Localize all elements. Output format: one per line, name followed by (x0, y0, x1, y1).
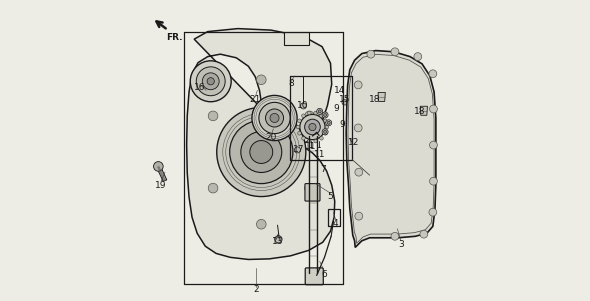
Circle shape (325, 125, 329, 129)
Circle shape (391, 48, 399, 56)
Circle shape (326, 120, 332, 126)
Circle shape (323, 130, 327, 133)
Text: 21: 21 (250, 95, 261, 104)
Circle shape (307, 111, 311, 115)
Circle shape (301, 114, 305, 117)
Circle shape (391, 232, 399, 240)
Circle shape (257, 219, 266, 229)
Circle shape (342, 100, 348, 105)
Circle shape (430, 177, 437, 185)
Circle shape (207, 78, 214, 85)
Text: 19: 19 (155, 181, 167, 190)
Text: 8: 8 (289, 79, 294, 88)
Circle shape (322, 112, 328, 118)
Text: 11: 11 (314, 150, 326, 159)
Polygon shape (156, 166, 167, 182)
Text: 3: 3 (398, 240, 404, 249)
Text: 15: 15 (339, 95, 350, 104)
Circle shape (367, 50, 375, 58)
Polygon shape (186, 29, 335, 259)
Circle shape (259, 102, 290, 134)
Circle shape (252, 95, 297, 141)
Circle shape (317, 108, 323, 114)
Circle shape (414, 53, 422, 61)
FancyBboxPatch shape (305, 184, 320, 201)
Text: 4: 4 (333, 219, 339, 228)
Text: 5: 5 (327, 192, 333, 201)
Text: 18: 18 (414, 107, 425, 116)
Circle shape (430, 105, 437, 113)
Circle shape (275, 236, 282, 243)
Polygon shape (378, 92, 385, 101)
Circle shape (355, 168, 363, 176)
Circle shape (208, 183, 218, 193)
Text: 9: 9 (334, 104, 339, 113)
Circle shape (300, 103, 306, 109)
Circle shape (230, 120, 293, 184)
Circle shape (355, 124, 362, 132)
Circle shape (297, 132, 301, 135)
Circle shape (304, 119, 320, 135)
Text: 12: 12 (348, 138, 359, 147)
Circle shape (327, 121, 330, 124)
Text: 20: 20 (266, 133, 277, 142)
Circle shape (324, 132, 327, 135)
Circle shape (318, 110, 321, 113)
Circle shape (250, 141, 273, 163)
Text: 2: 2 (254, 285, 259, 294)
Circle shape (296, 125, 300, 129)
Circle shape (322, 129, 328, 135)
Circle shape (270, 113, 279, 123)
Polygon shape (346, 51, 436, 247)
Circle shape (196, 67, 225, 96)
Text: 14: 14 (334, 86, 345, 95)
Text: FR.: FR. (166, 33, 183, 42)
Polygon shape (420, 106, 427, 115)
Circle shape (304, 111, 314, 121)
Circle shape (429, 208, 437, 216)
Text: 16: 16 (195, 83, 206, 92)
Circle shape (314, 111, 317, 115)
Circle shape (320, 137, 323, 140)
Circle shape (217, 107, 306, 197)
Text: 13: 13 (272, 237, 283, 246)
Circle shape (301, 137, 305, 140)
Circle shape (320, 114, 323, 117)
Text: 6: 6 (322, 270, 327, 279)
Circle shape (190, 61, 231, 102)
Polygon shape (284, 32, 309, 45)
Text: 11: 11 (305, 142, 316, 151)
Circle shape (314, 139, 317, 143)
Circle shape (304, 183, 314, 193)
Circle shape (324, 119, 327, 123)
Circle shape (323, 113, 327, 116)
Circle shape (294, 147, 300, 153)
Circle shape (300, 114, 325, 140)
Circle shape (153, 162, 163, 171)
Circle shape (241, 132, 282, 172)
Circle shape (429, 70, 437, 78)
Circle shape (309, 123, 316, 131)
Circle shape (420, 230, 428, 238)
Circle shape (257, 75, 266, 85)
Text: 9: 9 (340, 119, 345, 129)
Text: 17: 17 (293, 145, 304, 154)
Circle shape (202, 73, 219, 90)
Circle shape (307, 139, 311, 143)
Circle shape (430, 141, 437, 149)
Circle shape (208, 111, 218, 121)
Text: 7: 7 (320, 165, 326, 174)
Circle shape (349, 138, 356, 146)
FancyBboxPatch shape (305, 268, 323, 285)
Circle shape (355, 212, 363, 220)
Circle shape (297, 119, 301, 123)
Text: 18: 18 (369, 95, 381, 104)
Circle shape (266, 109, 284, 127)
Circle shape (355, 81, 362, 89)
Text: 10: 10 (297, 101, 309, 110)
